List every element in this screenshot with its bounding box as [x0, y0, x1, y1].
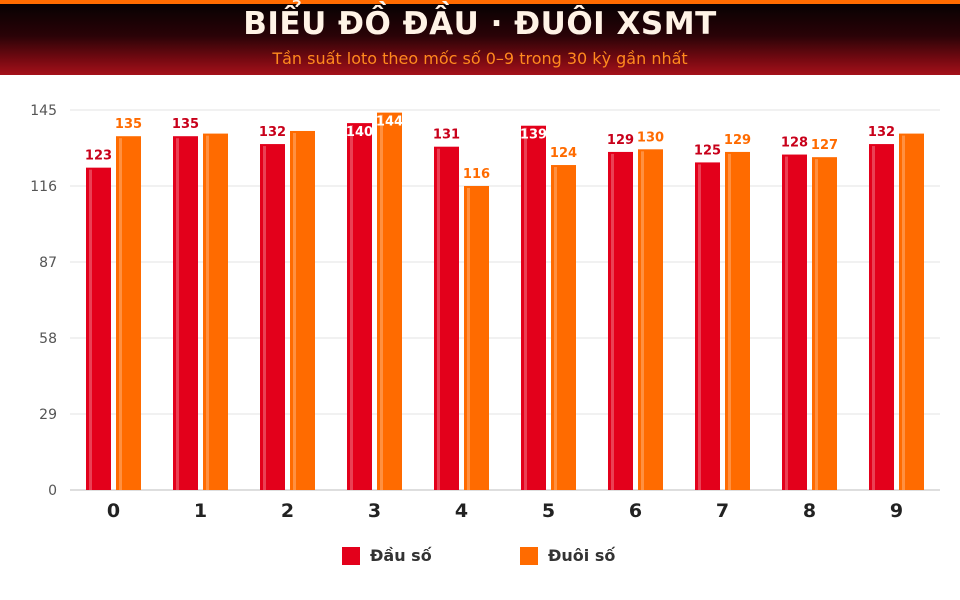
data-label-dau-so-1: 135: [172, 117, 199, 132]
bar-highlight: [293, 132, 296, 490]
bar-highlight: [467, 188, 470, 490]
bar-duoi-so-1: [203, 133, 228, 490]
bar-duoi-so-6: [638, 149, 663, 490]
x-tick-label: 5: [542, 500, 555, 522]
x-tick-label: 3: [368, 500, 381, 522]
bar-duoi-so-9: [899, 133, 924, 490]
data-label-duoi-so-4: 116: [463, 167, 490, 182]
x-tick-label: 8: [803, 500, 816, 522]
bar-highlight: [350, 125, 353, 490]
bar-duoi-so-2: [290, 130, 315, 490]
legend-label-duoi-so: Đuôi số: [548, 546, 616, 565]
data-label-duoi-so-0: 135: [115, 117, 142, 132]
bar-dau-so-2: [260, 144, 285, 490]
bar-highlight: [611, 153, 614, 490]
y-tick-label: 0: [48, 483, 57, 499]
y-tick-label: 58: [39, 331, 57, 347]
y-tick-label: 145: [30, 103, 57, 119]
bar-dau-so-0: [86, 167, 111, 490]
bar-duoi-so-4: [464, 186, 489, 490]
bar-chart: 0295887116145123135013511322140144313111…: [30, 103, 940, 522]
data-label-dau-so-0: 123: [85, 149, 112, 164]
data-label-duoi-so-6: 130: [637, 130, 664, 145]
bar-duoi-so-8: [812, 157, 837, 490]
y-tick-label: 29: [39, 407, 57, 423]
bar-highlight: [89, 169, 92, 490]
bar-dau-so-7: [695, 162, 720, 490]
bar-dau-so-9: [869, 144, 894, 490]
y-tick-label: 87: [39, 255, 57, 271]
bar-highlight: [176, 138, 179, 490]
bar-highlight: [698, 164, 701, 490]
data-label-dau-so-2: 132: [259, 125, 286, 140]
bar-highlight: [815, 159, 818, 490]
bar-dau-so-3: [347, 123, 372, 490]
chart-header: BIỂU ĐỒ ĐẦU · ĐUÔI XSMT Tần suất loto th…: [0, 0, 960, 75]
bar-duoi-so-5: [551, 165, 576, 490]
x-tick-label: 7: [716, 500, 729, 522]
bar-highlight: [206, 135, 209, 490]
data-label-dau-so-3: 140: [346, 125, 373, 140]
data-label-dau-so-8: 128: [781, 136, 808, 151]
bar-duoi-so-0: [116, 136, 141, 490]
chart-title: BIỂU ĐỒ ĐẦU · ĐUÔI XSMT: [243, 6, 717, 42]
x-tick-label: 2: [281, 500, 294, 522]
data-label-dau-so-7: 125: [694, 143, 721, 158]
legend-swatch-dau-so: [342, 546, 360, 565]
bar-dau-so-4: [434, 146, 459, 491]
data-label-dau-so-6: 129: [607, 133, 634, 148]
bar-highlight: [902, 135, 905, 490]
y-tick-label: 116: [30, 179, 57, 195]
legend-label-dau-so: Đầu số: [370, 546, 432, 565]
bar-highlight: [728, 153, 731, 490]
bar-duoi-so-7: [725, 151, 750, 490]
data-label-duoi-so-7: 129: [724, 133, 751, 148]
data-label-duoi-so-5: 124: [550, 146, 577, 161]
bar-highlight: [641, 151, 644, 490]
x-tick-label: 9: [890, 500, 903, 522]
bar-dau-so-8: [782, 154, 807, 490]
bar-highlight: [524, 127, 527, 491]
bar-highlight: [380, 114, 383, 490]
bar-highlight: [785, 156, 788, 490]
data-label-dau-so-9: 132: [868, 125, 895, 140]
data-label-dau-so-4: 131: [433, 128, 460, 143]
bar-highlight: [437, 148, 440, 491]
x-tick-label: 6: [629, 500, 642, 522]
data-label-duoi-so-3: 144: [376, 115, 403, 130]
legend-item-dau-so: Đầu số: [342, 546, 432, 565]
bar-highlight: [554, 167, 557, 490]
x-tick-label: 1: [194, 500, 207, 522]
bar-dau-so-6: [608, 151, 633, 490]
x-tick-label: 0: [107, 500, 120, 522]
bar-highlight: [263, 146, 266, 490]
bar-dau-so-5: [521, 125, 546, 491]
chart-subtitle: Tần suất loto theo mốc số 0–9 trong 30 k…: [272, 49, 688, 68]
bar-highlight: [119, 138, 122, 490]
bar-dau-so-1: [173, 136, 198, 490]
data-label-dau-so-5: 139: [520, 128, 547, 143]
legend-item-duoi-so: Đuôi số: [520, 546, 615, 565]
bar-highlight: [872, 146, 875, 490]
chart-legend: Đầu số Đuôi số: [0, 546, 960, 568]
x-tick-label: 4: [455, 500, 468, 522]
bar-duoi-so-3: [377, 112, 402, 490]
data-label-duoi-so-8: 127: [811, 138, 838, 153]
legend-swatch-duoi-so: [520, 546, 538, 565]
